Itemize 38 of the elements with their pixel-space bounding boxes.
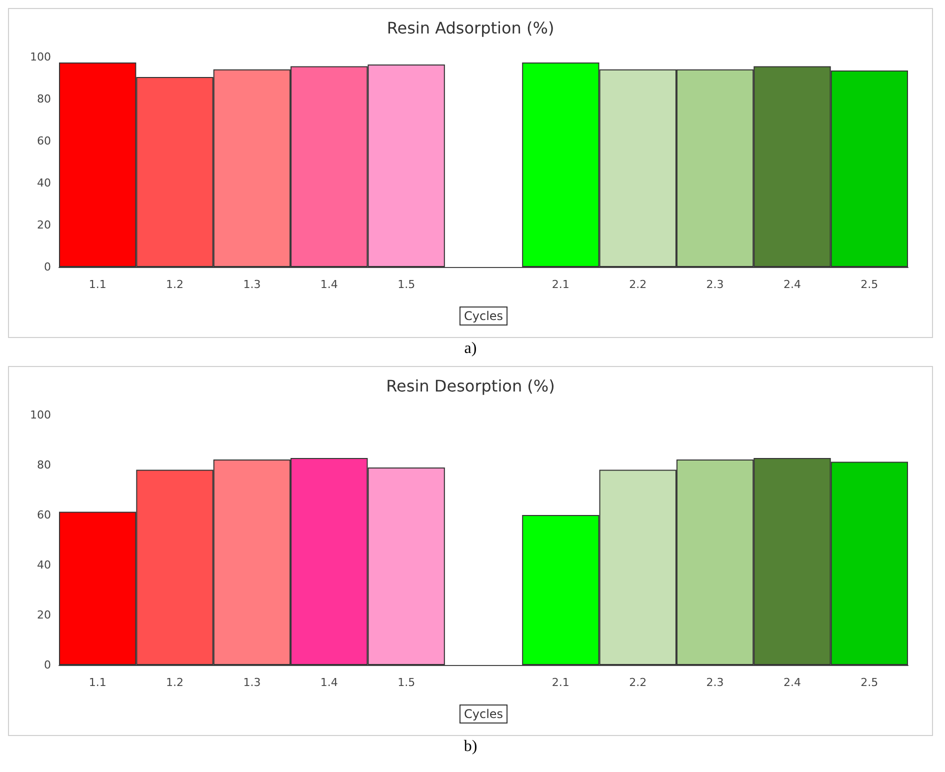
x-tick-label: 2.1 (552, 676, 570, 689)
x-tick-label: 1.2 (166, 278, 184, 291)
x-tick-label: 2.2 (629, 676, 647, 689)
x-tick-label: 1.1 (88, 278, 106, 291)
y-tick-label: 60 (37, 508, 51, 522)
x-tick-label: 2.5 (860, 676, 878, 689)
chart-title: Resin Adsorption (%) (386, 18, 554, 38)
x-tick-label: 1.4 (320, 676, 338, 689)
x-tick-label: 1.4 (320, 278, 338, 291)
y-tick-label: 40 (37, 558, 51, 572)
x-tick-label: 2.1 (552, 278, 570, 291)
x-tick-label: 1.5 (398, 676, 416, 689)
x-tick-label: 1.3 (243, 278, 261, 291)
text: a) (463, 339, 478, 359)
text: b) (462, 737, 478, 757)
y-tick-label: 100 (30, 50, 51, 64)
y-tick-label: 0 (44, 260, 51, 274)
x-axis-title: Cycles (464, 309, 504, 323)
y-tick-label: 100 (30, 408, 51, 422)
x-tick-label: 2.4 (783, 676, 801, 689)
x-tick-label: 1.3 (243, 676, 261, 689)
x-tick-label: 1.2 (166, 676, 184, 689)
x-axis-title: Cycles (464, 707, 504, 721)
y-tick-label: 20 (37, 218, 51, 232)
y-tick-label: 60 (37, 134, 51, 148)
x-tick-label: 2.3 (706, 676, 724, 689)
x-tick-label: 1.5 (398, 278, 416, 291)
y-tick-label: 20 (37, 608, 51, 622)
chart-title: Resin Desorption (%) (386, 376, 555, 396)
y-tick-label: 40 (37, 176, 51, 190)
y-tick-label: 80 (37, 92, 51, 106)
x-tick-label: 2.4 (783, 278, 801, 291)
x-tick-label: 2.3 (706, 278, 724, 291)
x-tick-label: 1.1 (88, 676, 106, 689)
x-tick-label: 2.2 (629, 278, 647, 291)
x-tick-label: 2.5 (860, 278, 878, 291)
y-tick-label: 0 (44, 658, 51, 672)
y-tick-label: 80 (37, 458, 51, 472)
